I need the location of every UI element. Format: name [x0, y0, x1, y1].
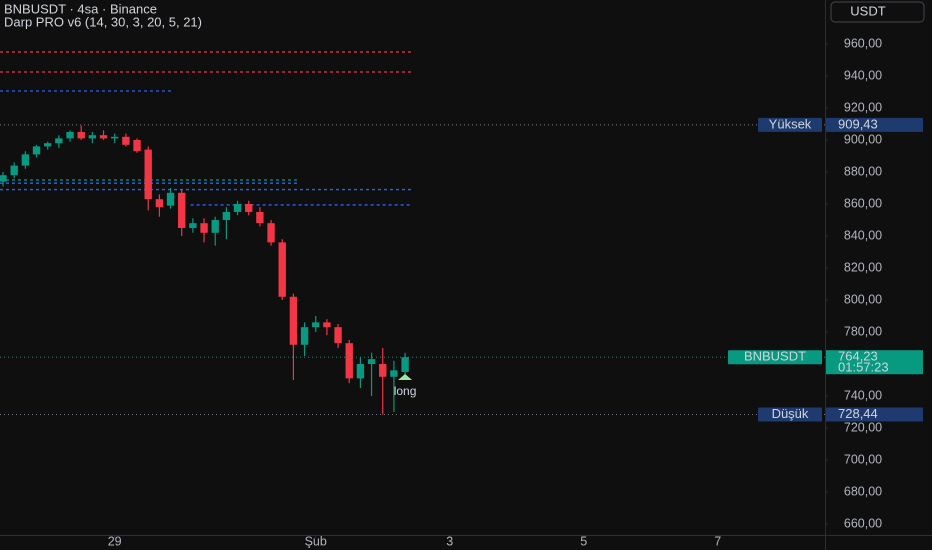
price-label-bg	[826, 407, 923, 422]
x-tick-label: Şub	[305, 534, 327, 548]
candle-body	[312, 322, 320, 328]
indicator-label: Darp PRO v6 (14, 30, 3, 20, 5, 21)	[4, 14, 202, 29]
candle-body	[222, 211, 231, 220]
y-tick-label: 840,00	[844, 228, 882, 242]
y-tick-label: 720,00	[844, 420, 882, 434]
candle-body	[390, 370, 398, 377]
candle-body	[144, 149, 152, 200]
y-tick-label: 800,00	[844, 292, 882, 306]
marker-name-bg	[758, 407, 822, 422]
candle-body	[379, 363, 387, 377]
candle-body	[233, 203, 242, 212]
y-tick-label: 820,00	[844, 260, 882, 274]
candle-body	[88, 135, 97, 139]
y-tick-label: 880,00	[844, 164, 882, 178]
price-label-bg	[826, 117, 923, 132]
price-label: 764,23	[838, 349, 878, 364]
x-tick-label: 5	[580, 534, 587, 548]
price-label: 909,43	[838, 116, 878, 131]
candle-body	[0, 175, 7, 182]
candle-body	[256, 211, 264, 224]
marker-name: BNBUSDT	[744, 349, 806, 364]
signal-label: long	[394, 384, 417, 398]
candle-body	[133, 139, 141, 152]
candle-body	[189, 223, 197, 228]
x-tick-label: 7	[714, 534, 721, 548]
y-tick-label: 740,00	[844, 388, 882, 402]
candle-body	[356, 363, 365, 379]
candle-body	[401, 357, 409, 372]
candle-body	[155, 199, 164, 208]
price-label-bg	[826, 350, 923, 375]
y-tick-label: 900,00	[844, 132, 882, 146]
candle-body	[289, 296, 298, 345]
candle-body	[278, 242, 286, 297]
candle-body	[166, 192, 175, 206]
candle-body	[345, 343, 353, 379]
candle-body	[66, 131, 74, 139]
marker-name: Yüksek	[769, 116, 812, 131]
candle-body	[77, 131, 85, 139]
signal-arrow	[398, 373, 413, 380]
price-label: 728,44	[838, 406, 878, 421]
candle-body	[245, 203, 253, 212]
y-tick-label: 660,00	[844, 516, 882, 530]
candle-body	[122, 136, 130, 145]
candle-body	[32, 146, 41, 155]
candle-body	[334, 327, 342, 344]
y-tick-label: 860,00	[844, 196, 882, 210]
x-tick-label: 29	[108, 534, 122, 548]
currency-button[interactable]	[830, 1, 925, 23]
candle-body	[55, 138, 63, 144]
candle-body	[200, 223, 208, 233]
x-tick-label: 3	[446, 534, 453, 548]
candle-body	[99, 135, 108, 139]
y-tick-label: 960,00	[844, 36, 882, 50]
candle-body	[267, 223, 275, 243]
currency-label[interactable]: USDT	[850, 3, 885, 18]
candle-body	[44, 143, 52, 147]
y-tick-label: 780,00	[844, 324, 882, 338]
y-tick-label: 940,00	[844, 68, 882, 82]
marker-name: Düşük	[772, 406, 809, 421]
candle-body	[111, 136, 119, 139]
candle-body	[323, 322, 331, 328]
candle-body	[10, 165, 18, 176]
candle-body	[21, 154, 30, 166]
marker-name-bg	[758, 117, 822, 132]
chart-title: BNBUSDT · 4sa · Binance	[4, 1, 157, 16]
candle-body	[300, 327, 309, 345]
candle-body	[211, 219, 219, 233]
y-tick-label: 700,00	[844, 452, 882, 466]
candle-body	[178, 192, 186, 228]
countdown-label: 01:57:23	[838, 360, 889, 375]
candle-body	[367, 359, 376, 364]
y-tick-label: 920,00	[844, 100, 882, 114]
y-tick-label: 680,00	[844, 484, 882, 498]
marker-name-bg	[728, 350, 822, 365]
